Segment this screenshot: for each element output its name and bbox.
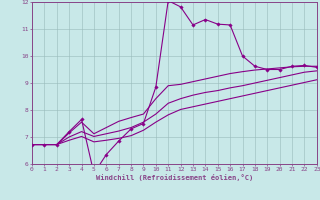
X-axis label: Windchill (Refroidissement éolien,°C): Windchill (Refroidissement éolien,°C) [96,174,253,181]
